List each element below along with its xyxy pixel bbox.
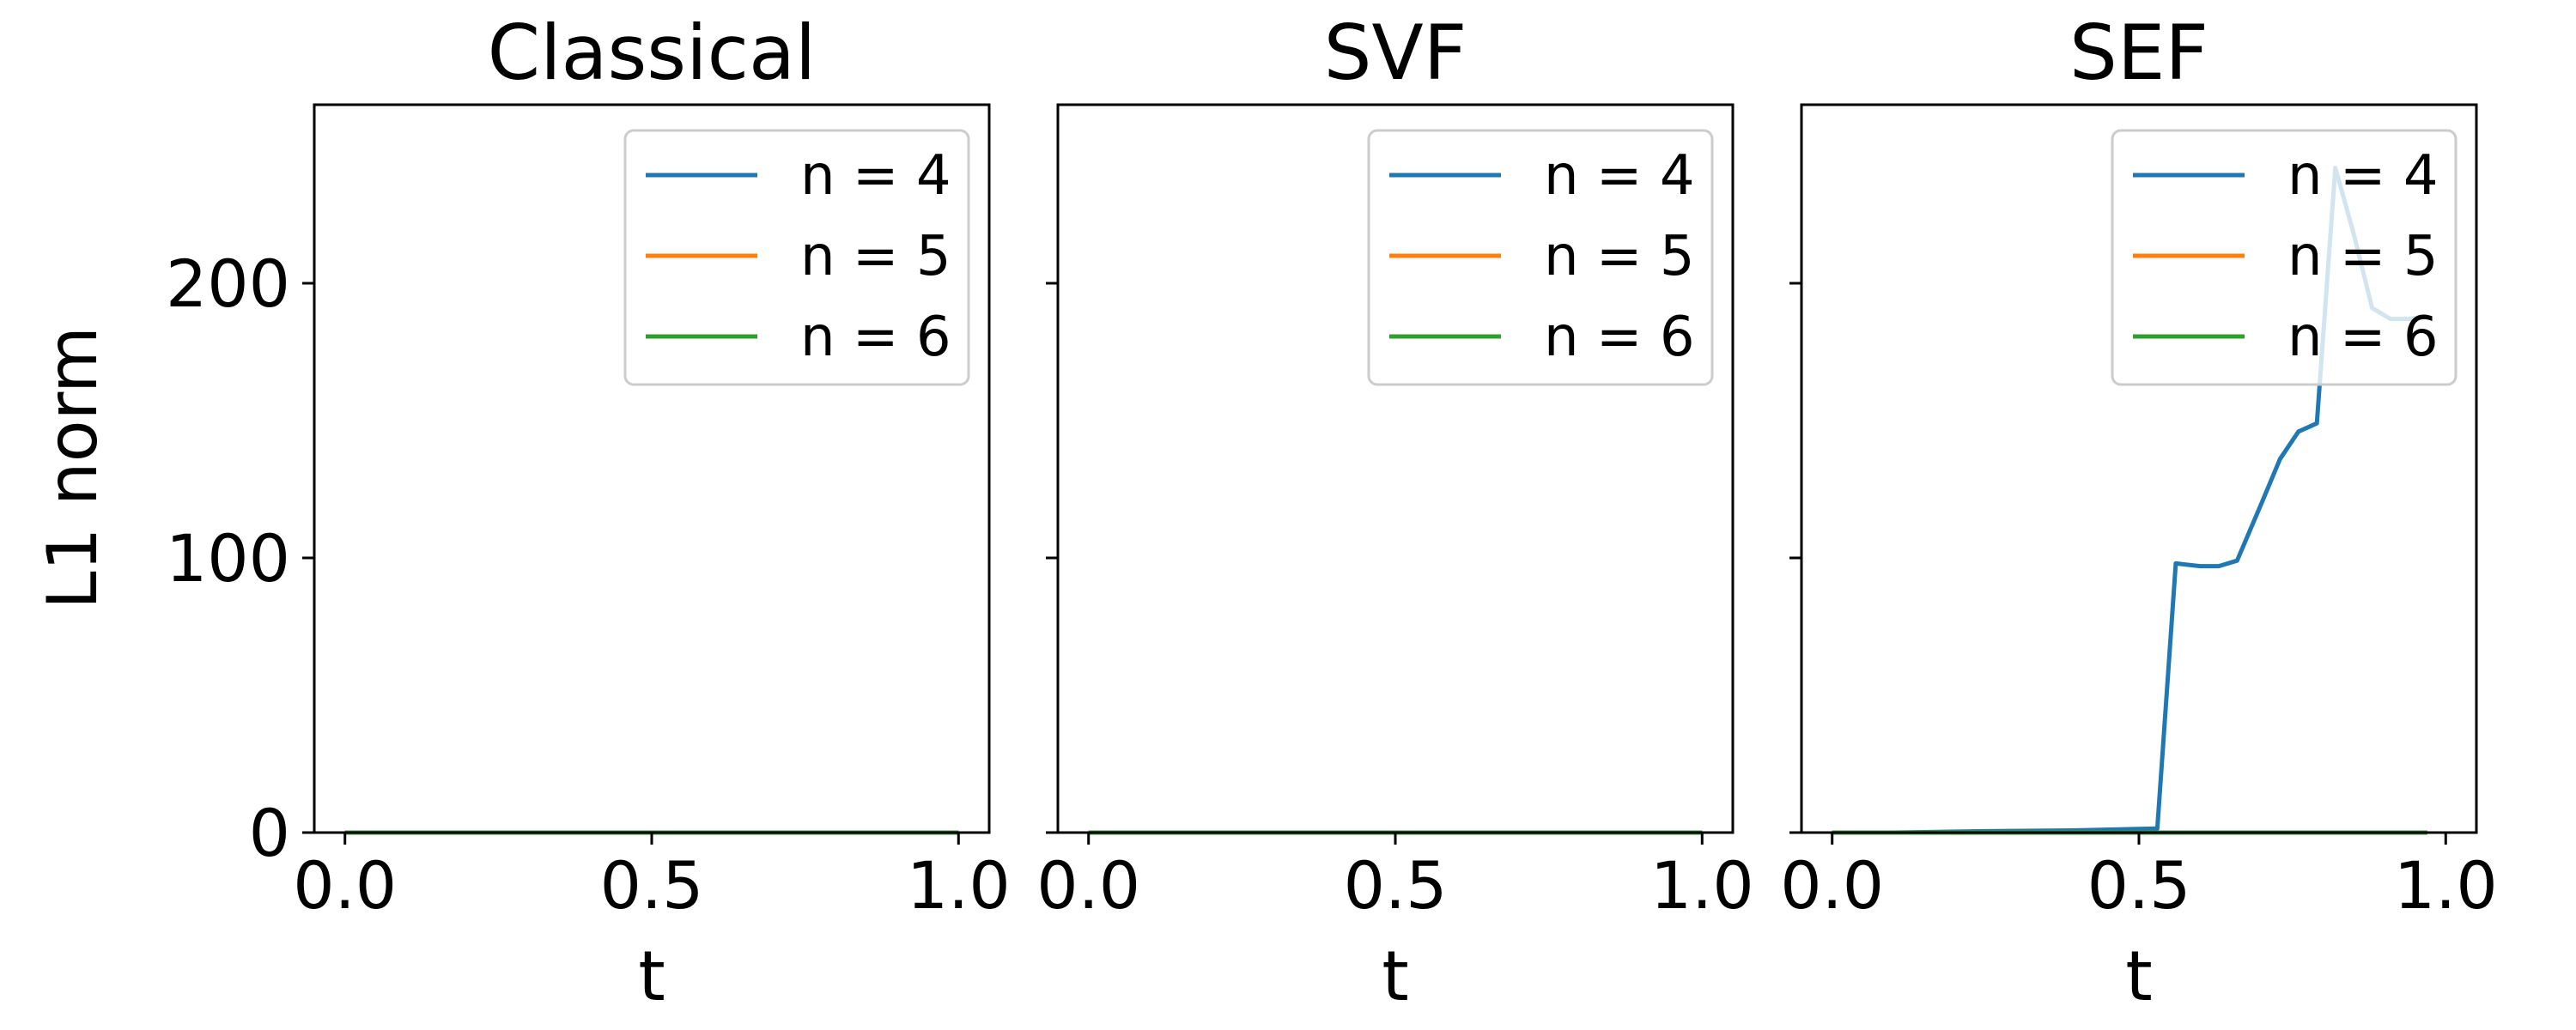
legend-label: n = 6 xyxy=(800,306,951,369)
panel-3: SEF 0.0 0.5 1.0 t n = 4 n = 5 n = 6 xyxy=(1780,9,2497,1016)
x-tick-label: 0.5 xyxy=(1344,847,1448,924)
legend-label: n = 4 xyxy=(2287,144,2439,208)
x-tick-label: 0.0 xyxy=(1036,847,1140,924)
panel-title: SVF xyxy=(1324,9,1467,97)
legend-label: n = 6 xyxy=(1544,306,1695,369)
x-tick-label: 1.0 xyxy=(2394,847,2498,924)
y-tick-label: 200 xyxy=(166,245,290,322)
y-tick-label: 100 xyxy=(166,520,290,597)
legend-label: n = 6 xyxy=(2287,306,2439,369)
legend-label: n = 4 xyxy=(1544,144,1695,208)
x-axis-label: t xyxy=(2125,936,2152,1016)
panel-title: SEF xyxy=(2069,9,2208,97)
legend-label: n = 5 xyxy=(800,225,951,288)
legend-box xyxy=(623,129,970,386)
legend-box xyxy=(2111,129,2458,386)
x-tick-label: 0.5 xyxy=(2087,847,2191,924)
legend-label: n = 4 xyxy=(800,144,951,208)
legend-box xyxy=(1367,129,1714,386)
legend: n = 4 n = 5 n = 6 xyxy=(1367,129,1714,386)
x-tick-label: 0.0 xyxy=(293,847,397,924)
x-axis-label: t xyxy=(1382,936,1408,1016)
x-tick-label: 1.0 xyxy=(907,847,1011,924)
legend-label: n = 5 xyxy=(2287,225,2439,288)
y-axis-label: L1 norm xyxy=(33,326,112,609)
x-axis-label: t xyxy=(638,936,665,1016)
panel-2: SVF 0.0 0.5 1.0 t n = 4 n = 5 n = 6 xyxy=(1036,9,1753,1016)
x-tick-label: 0.5 xyxy=(600,847,704,924)
y-tick-label: 0 xyxy=(249,795,290,871)
legend: n = 4 n = 5 n = 6 xyxy=(623,129,970,386)
x-tick-label: 0.0 xyxy=(1780,847,1884,924)
x-tick-label: 1.0 xyxy=(1650,847,1754,924)
legend: n = 4 n = 5 n = 6 xyxy=(2111,129,2458,386)
panel-title: Classical xyxy=(488,9,817,97)
legend-label: n = 5 xyxy=(1544,225,1695,288)
